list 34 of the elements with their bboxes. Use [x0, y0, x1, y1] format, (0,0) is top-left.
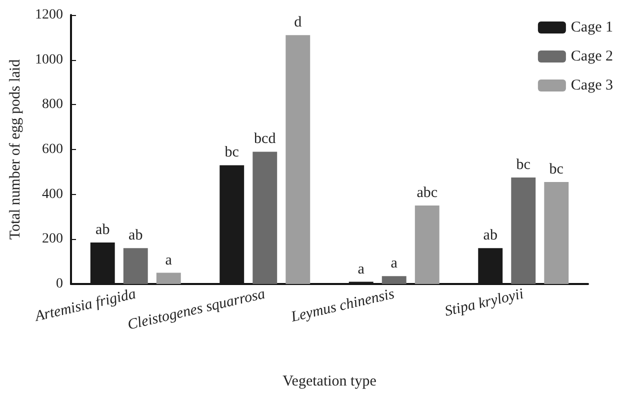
y-tick-label: 800 — [42, 97, 63, 112]
x-tick-label: Leymus chinensis — [288, 286, 396, 326]
y-tick-label: 1000 — [35, 52, 63, 68]
y-tick-label: 0 — [56, 276, 63, 292]
bar — [123, 248, 148, 284]
data-label: a — [390, 256, 398, 272]
bar — [414, 206, 440, 284]
data-label: bcd — [254, 131, 276, 148]
x-tick-label: Stipa kryloyii — [443, 286, 526, 320]
data-label: ab — [96, 222, 110, 238]
y-axis-title: Total number of egg pods laid — [8, 58, 24, 240]
legend-label: Cage 2 — [570, 48, 614, 64]
data-label: bc — [516, 157, 531, 174]
legend-label: Cage 1 — [570, 20, 614, 36]
bar — [156, 272, 181, 284]
bar — [511, 178, 536, 284]
data-label: bc — [549, 162, 564, 178]
bar — [382, 276, 406, 284]
data-label: a — [358, 261, 365, 278]
y-tick-label: 400 — [42, 186, 63, 202]
data-label: d — [294, 14, 302, 31]
legend-label: Cage 3 — [570, 78, 614, 94]
y-tick-label: 200 — [42, 232, 63, 247]
bar — [286, 35, 310, 284]
data-label: bc — [224, 144, 240, 161]
data-label: a — [165, 252, 172, 268]
data-label: ab — [483, 228, 498, 244]
data-label: abc — [416, 185, 438, 202]
data-label: ab — [128, 228, 143, 244]
y-tick-label: 600 — [42, 142, 63, 157]
x-axis-title: Vegetation type — [282, 374, 377, 390]
bar — [252, 152, 278, 284]
bar — [544, 182, 569, 284]
y-tick-label: 1200 — [35, 8, 63, 22]
